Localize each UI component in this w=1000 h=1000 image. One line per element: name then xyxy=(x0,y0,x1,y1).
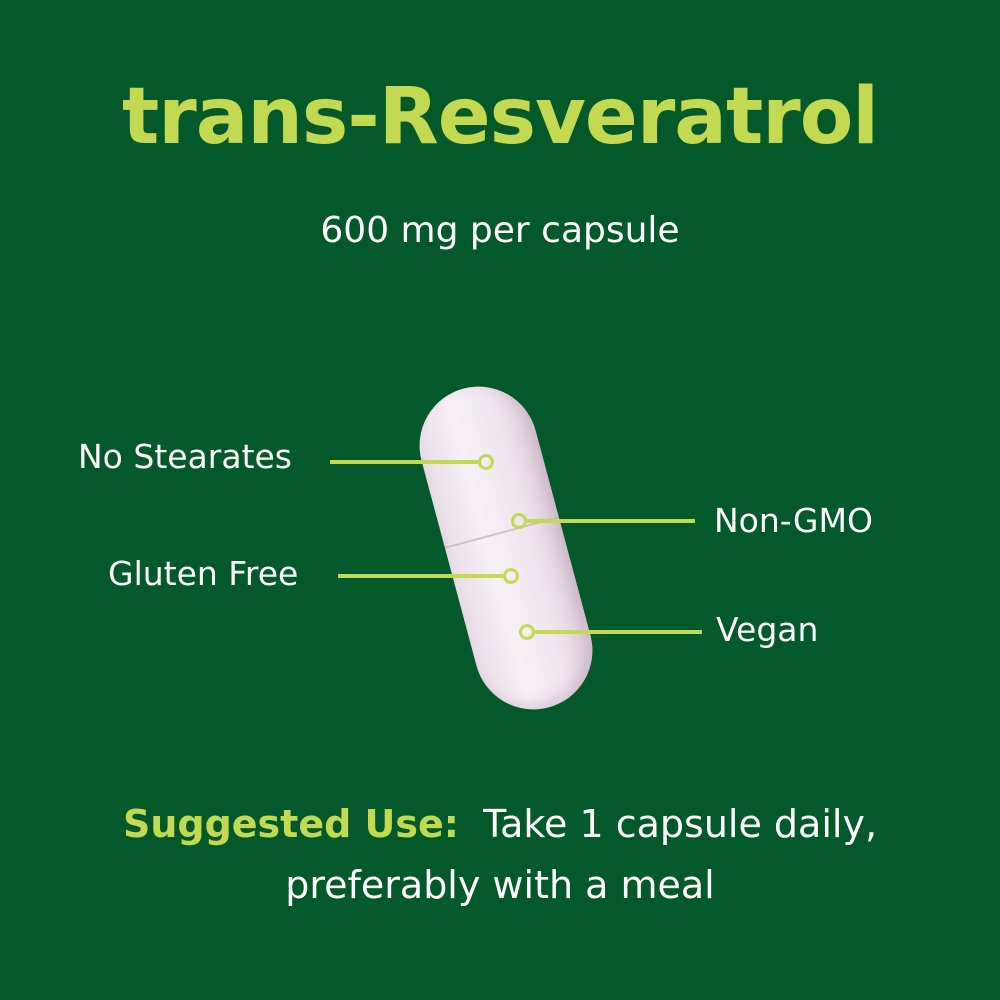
label-vegan: Vegan xyxy=(716,610,819,649)
product-title: trans-Resveratrol xyxy=(121,72,879,162)
callout-line-non-gmo xyxy=(527,519,695,523)
label-non-gmo: Non-GMO xyxy=(714,501,873,540)
suggested-use-label: Suggested Use: xyxy=(122,802,459,846)
callout-dot-gluten-free xyxy=(503,568,519,584)
callout-line-vegan xyxy=(535,630,702,634)
suggested-use-text2: preferably with a meal xyxy=(285,863,715,907)
capsule-image xyxy=(406,373,606,723)
dosage-subtitle: 600 mg per capsule xyxy=(320,210,680,251)
callout-line-no-stearates xyxy=(330,460,478,464)
callout-dot-non-gmo xyxy=(511,513,527,529)
callout-dot-no-stearates xyxy=(478,454,494,470)
callout-dot-vegan xyxy=(519,624,535,640)
label-no-stearates: No Stearates xyxy=(78,437,293,476)
suggested-use-text1: Take 1 capsule daily, xyxy=(483,802,878,846)
label-gluten-free: Gluten Free xyxy=(108,554,299,593)
callout-line-gluten-free xyxy=(338,574,503,578)
suggested-use-line1: Suggested Use: Take 1 capsule daily, xyxy=(0,802,1000,846)
